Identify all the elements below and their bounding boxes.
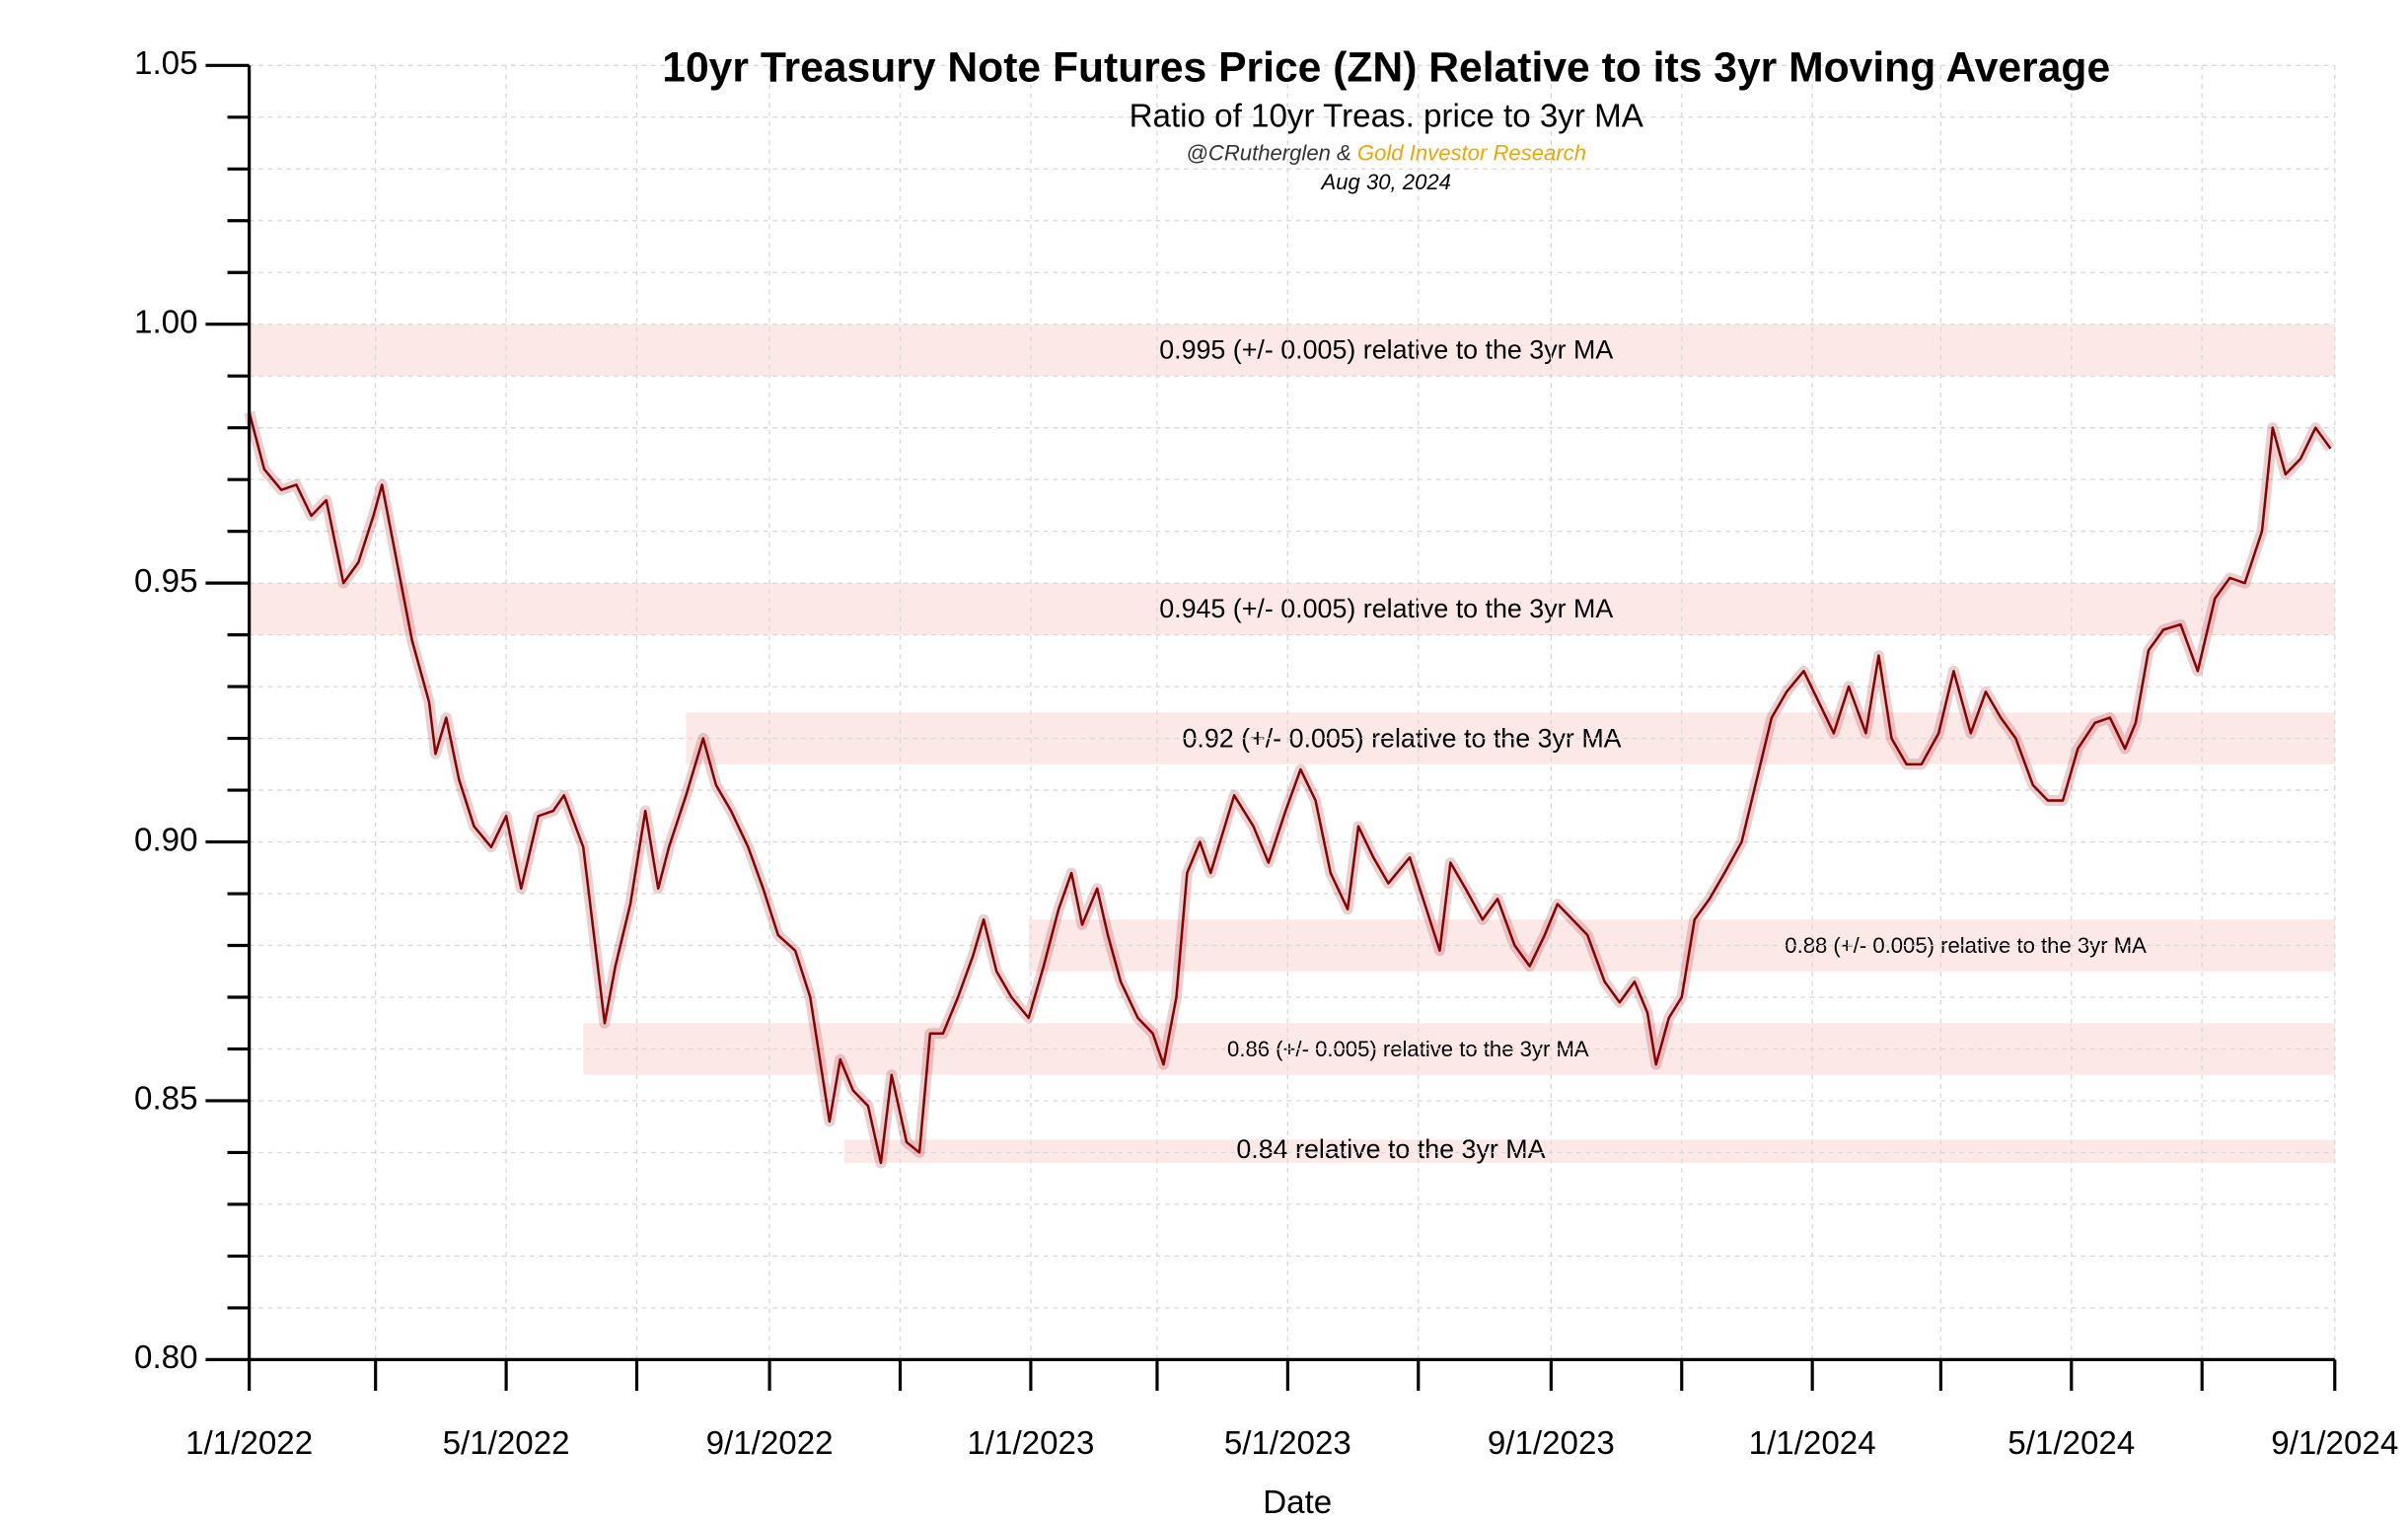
- credit-source: Gold Investor Research: [1357, 140, 1586, 165]
- band-label: 0.995 (+/- 0.005) relative to the 3yr MA: [1159, 335, 1613, 365]
- x-tick-label: 5/1/2024: [2007, 1425, 2135, 1462]
- x-tick-label: 1/1/2023: [967, 1425, 1094, 1462]
- chart-subtitle: Ratio of 10yr Treas. price to 3yr MA: [1130, 99, 1644, 135]
- x-tick-label: 1/1/2022: [185, 1425, 313, 1462]
- x-tick-label: 9/1/2022: [706, 1425, 834, 1462]
- x-axis-label: Date: [1263, 1484, 1332, 1520]
- lines: [244, 410, 2335, 1169]
- grid: [249, 64, 2336, 1361]
- y-tick-label: 0.95: [134, 563, 198, 600]
- band-label: 0.84 relative to the 3yr MA: [1236, 1134, 1545, 1164]
- band: [249, 583, 2335, 635]
- x-tick-label: 1/1/2024: [1749, 1425, 1876, 1462]
- y-tick-label: 1.00: [134, 304, 198, 340]
- x-tick-label: 9/1/2024: [2271, 1425, 2398, 1462]
- x-tick-label: 5/1/2022: [443, 1425, 570, 1462]
- band: [249, 324, 2335, 377]
- band-label: 0.945 (+/- 0.005) relative to the 3yr MA: [1159, 594, 1613, 623]
- date-note: Aug 30, 2024: [1320, 170, 1451, 194]
- x-tick-label: 9/1/2023: [1488, 1425, 1615, 1462]
- band: [844, 1139, 2335, 1163]
- series-line: [248, 411, 2332, 1165]
- y-tick-label: 1.05: [134, 45, 198, 82]
- band-label: 0.88 (+/- 0.005) relative to the 3yr MA: [1785, 933, 2147, 958]
- x-tick-label: 5/1/2023: [1224, 1425, 1351, 1462]
- credit: @CRutherglen & Gold Investor Research: [1186, 140, 1586, 165]
- y-tick-label: 0.85: [134, 1081, 198, 1118]
- credit-author: @CRutherglen &: [1186, 140, 1350, 165]
- y-tick-label: 0.80: [134, 1339, 198, 1376]
- y-tick-label: 0.90: [134, 822, 198, 858]
- axes: 0.80 0.85 0.90 0.95 1.00 1.05 1/1/2022 5/1/2022…: [134, 45, 2398, 1462]
- chart-title: 10yr Treasury Note Futures Price (ZN) Re…: [662, 43, 2110, 91]
